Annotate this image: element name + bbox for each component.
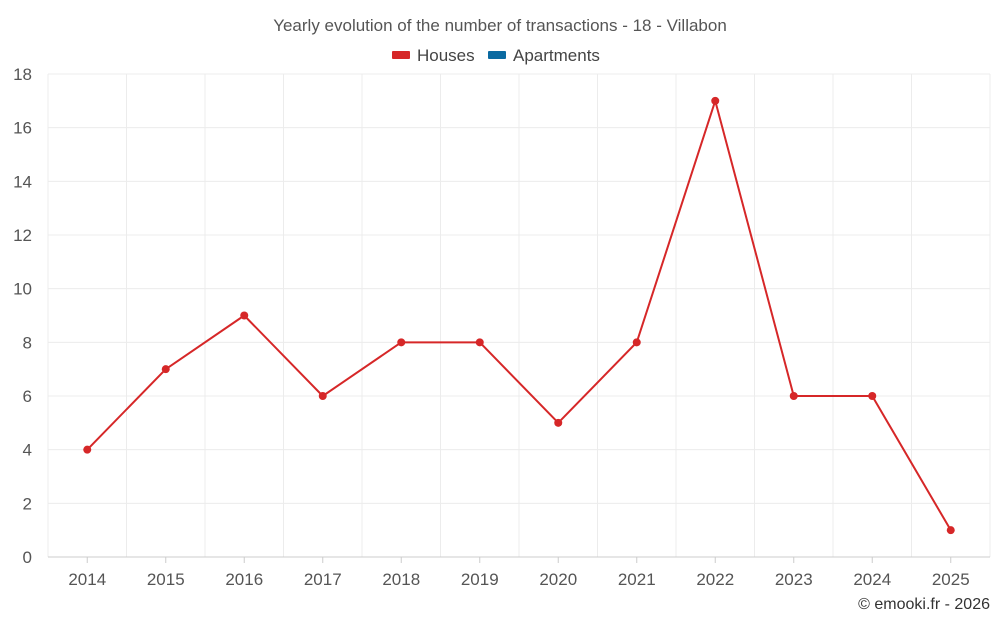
y-tick-label-6: 6 [23, 387, 32, 406]
x-tick-label-2024: 2024 [853, 570, 891, 589]
legend-swatch-apartments [488, 51, 506, 59]
y-tick-label-2: 2 [23, 494, 32, 513]
x-tick-label-2016: 2016 [225, 570, 263, 589]
y-tick-label-0: 0 [23, 548, 32, 567]
x-tick-label-2022: 2022 [696, 570, 734, 589]
data-point-houses-2020[interactable] [554, 418, 563, 427]
y-axis: 0 2 4 6 8 10 12 14 16 18 [13, 65, 32, 567]
series-group [83, 96, 955, 535]
legend: Houses Apartments [392, 46, 600, 65]
data-point-houses-2021[interactable] [632, 338, 641, 347]
x-tick-label-2019: 2019 [461, 570, 499, 589]
x-tick-label-2025: 2025 [932, 570, 970, 589]
chart-title: Yearly evolution of the number of transa… [273, 16, 727, 35]
credit-text: © emooki.fr - 2026 [858, 596, 990, 613]
data-point-houses-2016[interactable] [240, 311, 249, 320]
data-point-houses-2018[interactable] [397, 338, 406, 347]
data-point-houses-2022[interactable] [711, 96, 720, 105]
legend-item-houses[interactable]: Houses [392, 46, 475, 65]
data-point-houses-2019[interactable] [475, 338, 484, 347]
y-tick-label-12: 12 [13, 226, 32, 245]
data-point-houses-2017[interactable] [318, 392, 327, 400]
x-tick-label-2020: 2020 [539, 570, 577, 589]
y-tick-label-16: 16 [13, 119, 32, 138]
x-tick-label-2015: 2015 [147, 570, 185, 589]
data-point-houses-2015[interactable] [161, 365, 170, 374]
x-axis: 2014 2015 2016 2017 2018 2019 2020 2021 2022 2023… [68, 557, 970, 589]
y-tick-label-4: 4 [23, 441, 32, 460]
x-tick-label-2018: 2018 [382, 570, 420, 589]
data-point-houses-2014[interactable] [83, 445, 92, 454]
y-tick-label-10: 10 [13, 280, 32, 299]
data-point-houses-2023[interactable] [789, 392, 798, 400]
legend-item-apartments[interactable]: Apartments [488, 46, 600, 65]
legend-label-apartments: Apartments [513, 46, 600, 65]
legend-swatch-houses [392, 51, 410, 59]
data-point-houses-2025[interactable] [946, 526, 955, 535]
grid [47, 73, 991, 557]
x-tick-label-2014: 2014 [68, 570, 106, 589]
series-line-houses [86, 99, 952, 531]
y-tick-label-14: 14 [13, 172, 32, 191]
legend-label-houses: Houses [417, 46, 475, 65]
x-tick-label-2023: 2023 [775, 570, 813, 589]
y-tick-label-8: 8 [23, 333, 32, 352]
x-tick-label-2017: 2017 [304, 570, 342, 589]
x-tick-label-2021: 2021 [618, 570, 656, 589]
y-tick-label-18: 18 [13, 65, 32, 84]
data-point-houses-2024[interactable] [868, 392, 877, 400]
